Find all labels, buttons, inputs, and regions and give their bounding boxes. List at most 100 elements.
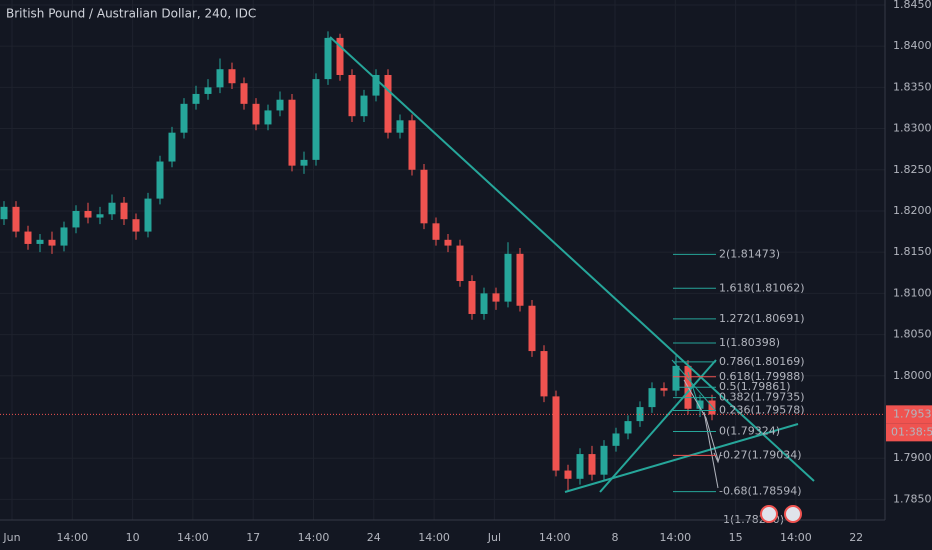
candle-body bbox=[336, 37, 344, 75]
trend-line bbox=[564, 423, 799, 493]
x-tick-label: 14:00 bbox=[539, 531, 571, 544]
candle-body bbox=[492, 293, 500, 302]
price-axis bbox=[885, 0, 932, 550]
candle-body bbox=[540, 351, 548, 397]
fib-label: 0.618(1.79988) bbox=[719, 370, 805, 383]
fib-label: 0.786(1.80169) bbox=[719, 355, 805, 368]
candle-body bbox=[708, 400, 716, 415]
fib-label: 0.5(1.79861) bbox=[719, 380, 791, 393]
x-tick-label: 14:00 bbox=[298, 531, 330, 544]
candle-body bbox=[588, 454, 596, 475]
y-tick-label: 1.84000 bbox=[893, 39, 932, 52]
candle-body bbox=[384, 74, 392, 133]
arrow bbox=[683, 379, 719, 461]
x-tick-label: 14:00 bbox=[659, 531, 691, 544]
candle-body bbox=[468, 281, 476, 314]
candle-body bbox=[528, 305, 536, 352]
drawings bbox=[329, 36, 815, 493]
candle-body bbox=[252, 103, 260, 125]
candle-body bbox=[24, 231, 32, 244]
arrows bbox=[683, 379, 722, 489]
y-tick-label: 1.81500 bbox=[893, 245, 932, 258]
arrow-head bbox=[713, 451, 722, 464]
x-tick-label: 14:00 bbox=[56, 531, 88, 544]
x-tick-label: 22 bbox=[849, 531, 863, 544]
candle-body bbox=[600, 445, 608, 475]
candle-body bbox=[48, 239, 56, 246]
candle-body bbox=[72, 210, 80, 228]
candle-body bbox=[156, 161, 164, 199]
x-tick-label: 14:00 bbox=[780, 531, 812, 544]
chart-title: British Pound / Australian Dollar, 240, … bbox=[6, 7, 256, 21]
fib-levels: 2(1.81473) 1.618(1.81062) 1.272(1.80691) 1(… bbox=[673, 247, 805, 526]
countdown-label: 01:38:58 bbox=[891, 425, 932, 438]
candle-body bbox=[36, 239, 44, 244]
x-tick-label: 10 bbox=[126, 531, 140, 544]
fib-label: 1.618(1.81062) bbox=[719, 281, 805, 294]
candle-body bbox=[120, 202, 128, 220]
candle-body bbox=[276, 99, 284, 111]
candle-body bbox=[240, 83, 248, 104]
x-tick-label: 14:00 bbox=[177, 531, 209, 544]
candle-body bbox=[0, 206, 8, 220]
candle-body bbox=[516, 253, 524, 306]
candle-body bbox=[312, 79, 320, 160]
y-tick-label: 1.84500 bbox=[893, 0, 932, 11]
fib-label: 0.382(1.79735) bbox=[719, 391, 805, 404]
candle-body bbox=[480, 293, 488, 314]
candle-body bbox=[300, 159, 308, 166]
trend-line bbox=[329, 36, 815, 482]
x-tick-label: 14:00 bbox=[418, 531, 450, 544]
candle-body bbox=[456, 245, 464, 282]
y-tick-label: 1.83000 bbox=[893, 122, 932, 135]
candle-body bbox=[348, 74, 356, 117]
x-tick-label: 24 bbox=[367, 531, 381, 544]
candle-body bbox=[12, 206, 20, 232]
candle-body bbox=[216, 69, 224, 88]
candle-body bbox=[504, 253, 512, 302]
candle-body bbox=[444, 239, 452, 246]
x-tick-label: Jun bbox=[2, 531, 20, 544]
candle-body bbox=[576, 454, 584, 479]
candle-body bbox=[180, 103, 188, 133]
fib-label: -0.68(1.78594) bbox=[719, 485, 802, 498]
candle-body bbox=[108, 202, 116, 215]
candle-body bbox=[192, 93, 200, 104]
candle-body bbox=[372, 74, 380, 96]
event-icon bbox=[760, 505, 778, 523]
candle-body bbox=[132, 219, 140, 232]
y-tick-label: 1.83500 bbox=[893, 80, 932, 93]
fib-label: 0(1.79324) bbox=[719, 424, 780, 437]
candle-body bbox=[612, 433, 620, 446]
fib-label: -0.27(1.79034) bbox=[719, 448, 802, 461]
candles bbox=[0, 31, 716, 492]
candle-body bbox=[144, 198, 152, 232]
y-tick-label: 1.82500 bbox=[893, 163, 932, 176]
x-tick-label: Jul bbox=[487, 531, 501, 544]
candle-body bbox=[624, 421, 632, 434]
price-tag bbox=[886, 405, 932, 424]
y-tick-label: 1.80000 bbox=[893, 369, 932, 382]
candle-body bbox=[696, 400, 704, 409]
countdown-tag bbox=[886, 423, 932, 442]
candle-body bbox=[672, 365, 680, 391]
candle-body bbox=[168, 132, 176, 162]
trend-line bbox=[671, 359, 716, 411]
y-tick-label: 1.80500 bbox=[893, 328, 932, 341]
candle-body bbox=[264, 110, 272, 125]
candle-body bbox=[660, 388, 668, 391]
event-icons bbox=[760, 505, 802, 523]
x-tick-label: 15 bbox=[729, 531, 743, 544]
price-tag-label: 1.79532 bbox=[893, 407, 932, 420]
candle-body bbox=[564, 470, 572, 479]
x-tick-label: 17 bbox=[246, 531, 260, 544]
candle-body bbox=[60, 227, 68, 246]
fib-label: 1.272(1.80691) bbox=[719, 312, 805, 325]
candle-body bbox=[84, 210, 92, 218]
y-tick-label: 1.78500 bbox=[893, 492, 932, 505]
candle-body bbox=[288, 99, 296, 166]
x-tick-label: 8 bbox=[612, 531, 619, 544]
